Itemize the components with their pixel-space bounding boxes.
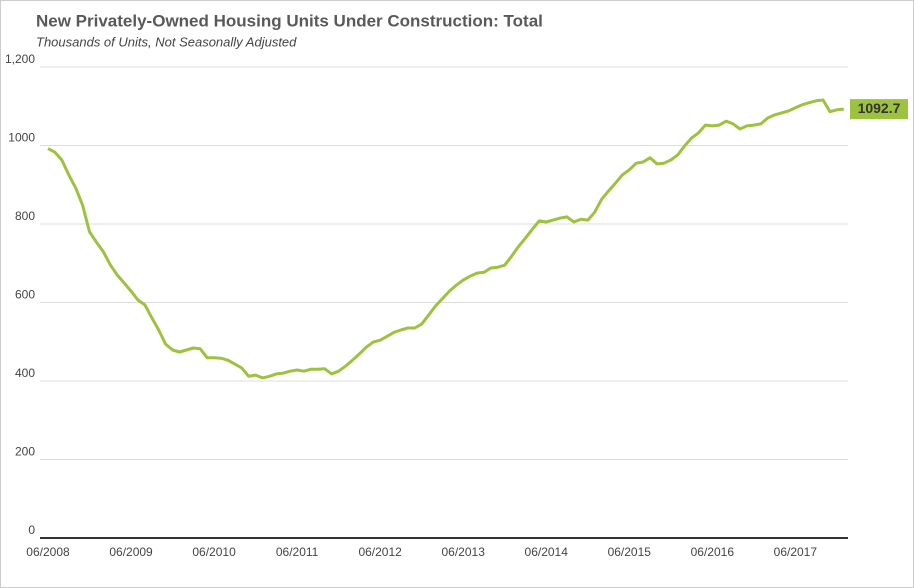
y-tick-label: 600 bbox=[15, 288, 35, 302]
x-tick-label: 06/2010 bbox=[192, 545, 236, 559]
x-tick-label: 06/2017 bbox=[774, 545, 818, 559]
x-tick-label: 06/2013 bbox=[442, 545, 486, 559]
last-value-box bbox=[850, 99, 908, 120]
last-value-label: 1092.7 bbox=[858, 100, 901, 116]
chart-subtitle: Thousands of Units, Not Seasonally Adjus… bbox=[36, 34, 297, 49]
line bbox=[47, 98, 844, 380]
x-tick-label: 06/2016 bbox=[691, 545, 735, 559]
x-tick-label: 06/2014 bbox=[525, 545, 569, 559]
x-tick-label: 06/2015 bbox=[608, 545, 652, 559]
x-tick-label: 06/2008 bbox=[26, 545, 70, 559]
y-tick-label: 800 bbox=[15, 209, 35, 223]
y-tick-label: 1,200 bbox=[5, 52, 35, 66]
x-tick-label: 06/2011 bbox=[276, 545, 319, 559]
y-tick-label: 200 bbox=[15, 445, 35, 459]
y-tick-label: 400 bbox=[15, 366, 35, 380]
chart-title: New Privately-Owned Housing Units Under … bbox=[36, 11, 543, 30]
x-tick-label: 06/2009 bbox=[109, 545, 153, 559]
y-tick-label: 1000 bbox=[8, 131, 35, 145]
x-tick-label: 06/2012 bbox=[358, 545, 402, 559]
y-tick-label: 0 bbox=[28, 523, 35, 537]
